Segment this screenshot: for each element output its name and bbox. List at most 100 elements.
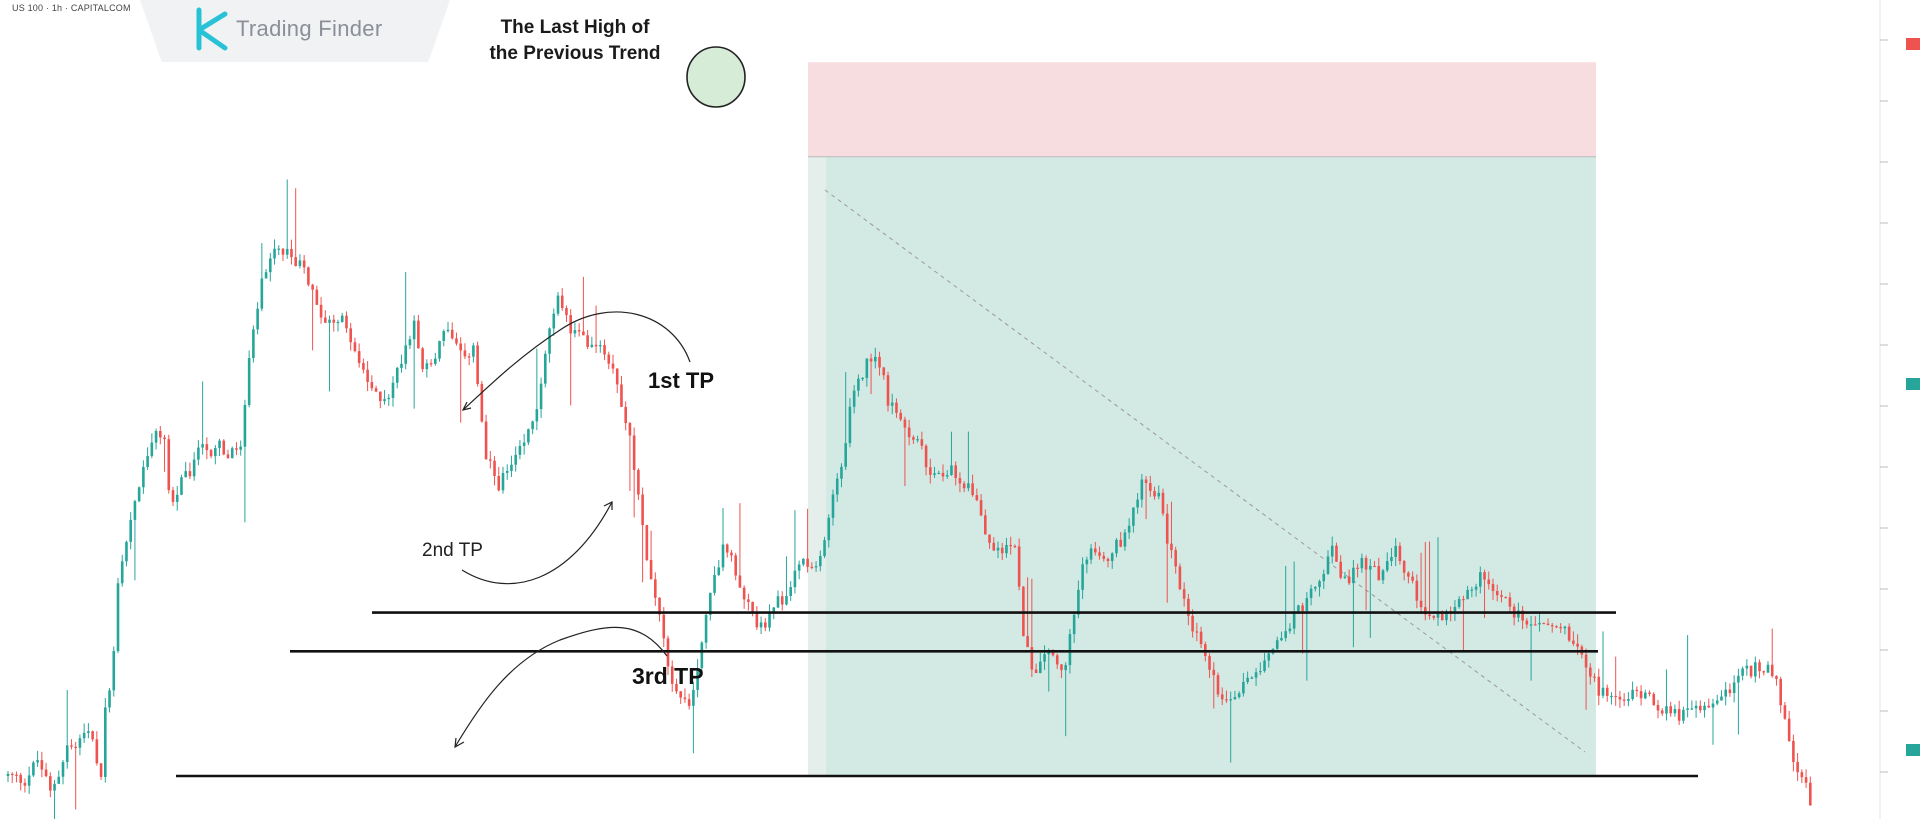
- candle-body: [345, 315, 348, 329]
- candle-body: [1280, 638, 1283, 641]
- candle-body: [692, 689, 695, 706]
- candle-body: [6, 773, 10, 776]
- candle-body: [192, 459, 196, 477]
- candle-body: [311, 284, 314, 290]
- candle-body: [201, 444, 204, 448]
- candle-body: [429, 363, 433, 365]
- candle-body: [573, 330, 577, 334]
- candle-body: [497, 475, 501, 491]
- candle-body: [1254, 672, 1258, 678]
- candle-body: [1318, 581, 1321, 588]
- candle-body: [446, 329, 450, 332]
- trading-finder-logo-icon: [196, 7, 228, 51]
- candle-body: [1339, 561, 1342, 578]
- candle-body: [1233, 697, 1237, 700]
- candle-body: [442, 331, 446, 341]
- candle-body: [1377, 565, 1381, 581]
- candle-body: [1542, 622, 1546, 625]
- candle-body: [1034, 669, 1038, 674]
- candle-body: [916, 439, 919, 441]
- target-price-marker: [1906, 744, 1920, 756]
- candle-body: [950, 465, 953, 476]
- candle-body: [560, 295, 564, 309]
- candle-body: [1618, 696, 1622, 700]
- candle-body: [1741, 668, 1744, 676]
- candle-body: [1593, 676, 1596, 678]
- candle-body: [366, 369, 369, 383]
- candle-body: [290, 248, 293, 258]
- candle-body: [941, 472, 945, 477]
- candle-body: [988, 534, 991, 543]
- candle-body: [1246, 677, 1249, 682]
- candle-body: [1466, 589, 1469, 600]
- stop-price-marker: [1906, 38, 1920, 50]
- candle-body: [1250, 677, 1254, 679]
- candle-body: [1301, 605, 1304, 612]
- candle-body: [1474, 586, 1478, 590]
- candle-body: [1809, 782, 1812, 806]
- candle-body: [768, 611, 771, 628]
- candle-body: [1322, 573, 1326, 582]
- candle-body: [1013, 545, 1017, 548]
- candle-body: [1030, 647, 1034, 670]
- candle-body: [125, 541, 128, 562]
- candle-body: [1182, 589, 1186, 599]
- candle-body: [1424, 607, 1427, 615]
- candle-body: [1699, 705, 1702, 711]
- candle-body: [95, 739, 99, 764]
- candle-body: [340, 315, 344, 322]
- candle-body: [1216, 675, 1220, 695]
- candle-body: [764, 622, 767, 628]
- candle-body: [1161, 492, 1165, 514]
- candle-body: [269, 258, 272, 273]
- candle-body: [844, 443, 847, 467]
- tp3-arrow: [454, 626, 668, 748]
- candle-body: [180, 477, 183, 495]
- candle-body: [1745, 665, 1749, 669]
- candle-body: [400, 363, 403, 368]
- candle-body: [1132, 507, 1135, 526]
- candle-body: [15, 774, 18, 776]
- candle-body: [1275, 640, 1279, 649]
- candle-body: [730, 552, 733, 556]
- candle-body: [247, 358, 251, 406]
- candle-body: [569, 315, 572, 334]
- candle-body: [1259, 671, 1262, 673]
- candle-body: [116, 583, 120, 652]
- candle-body: [1576, 643, 1579, 647]
- candle-body: [82, 732, 86, 739]
- candle-body: [1385, 561, 1389, 571]
- candle-body: [49, 776, 52, 791]
- candle-body: [924, 445, 928, 468]
- candle-body: [332, 319, 336, 323]
- candle-body: [1445, 611, 1448, 621]
- candle-body: [721, 544, 725, 568]
- candle-body: [603, 345, 606, 355]
- candle-body: [1297, 605, 1300, 612]
- candle-body: [1225, 699, 1228, 701]
- candle-body: [539, 383, 543, 410]
- candle-body: [260, 278, 264, 309]
- candle-body: [1098, 552, 1101, 556]
- candle-body: [1690, 708, 1694, 710]
- candle-body: [404, 345, 407, 364]
- candle-body: [556, 295, 560, 314]
- candle-body: [819, 556, 822, 567]
- candle-body: [1411, 576, 1414, 581]
- candle-body: [1567, 626, 1571, 641]
- candle-body: [1428, 614, 1431, 617]
- candle-body: [1766, 664, 1770, 673]
- tp1-label: 1st TP: [648, 368, 715, 393]
- candle-body: [582, 331, 585, 336]
- candle-body: [1453, 606, 1457, 613]
- candle-body: [615, 368, 619, 385]
- candle-body: [1212, 669, 1216, 676]
- candle-body: [1555, 626, 1558, 628]
- candle-body: [1089, 548, 1093, 560]
- position-zones: [808, 62, 1596, 777]
- candle-body: [1136, 499, 1139, 508]
- candle-body: [1584, 654, 1588, 668]
- candle-body: [184, 471, 187, 478]
